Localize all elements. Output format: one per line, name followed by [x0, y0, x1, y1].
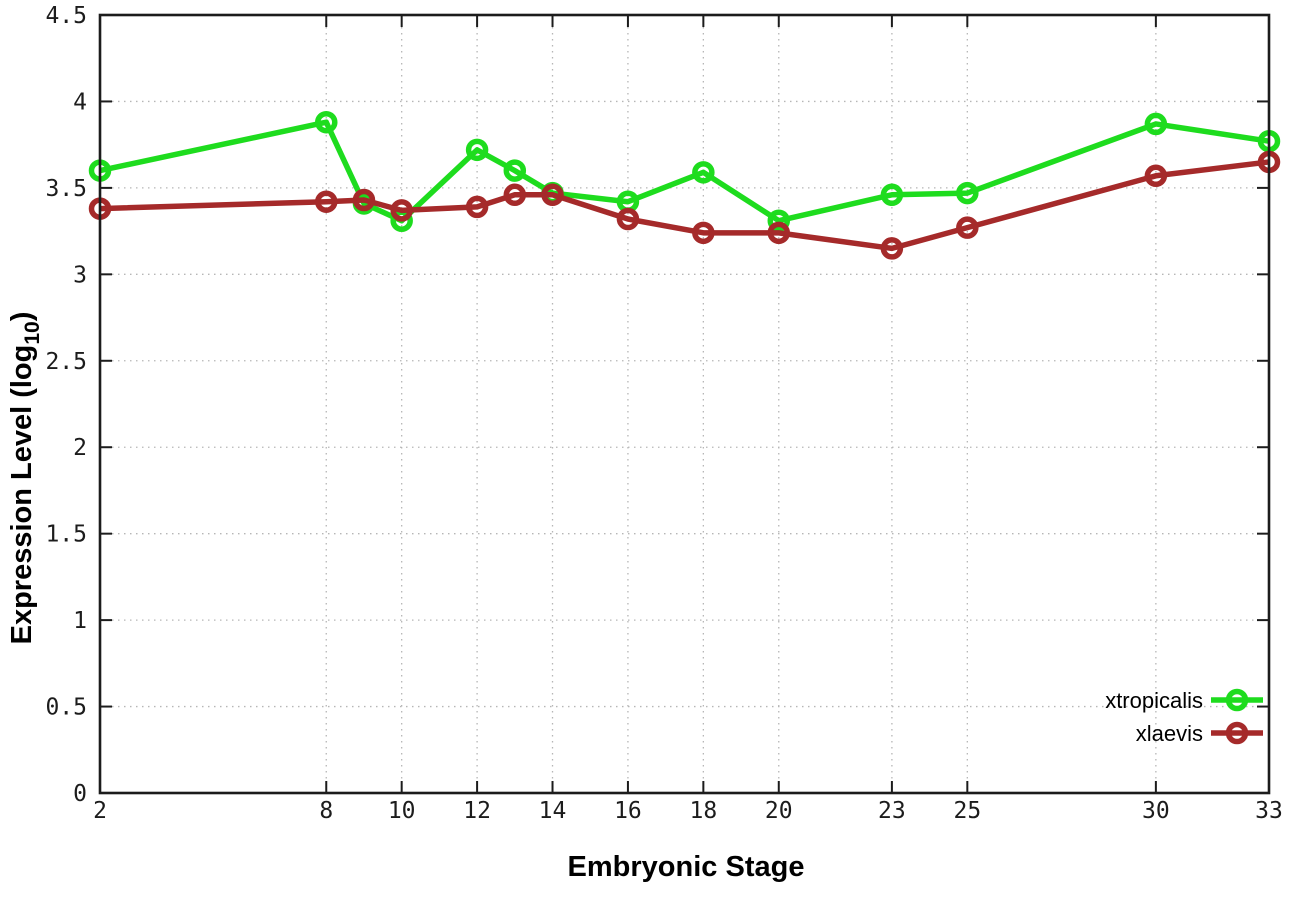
series-line-xlaevis [99, 159, 1270, 252]
x-tick-label: 25 [953, 798, 981, 824]
y-tick-label: 3.5 [45, 176, 87, 202]
legend-marker-xtropicalis [1225, 688, 1249, 712]
x-tick-label: 10 [388, 798, 416, 824]
legend-marker-xlaevis [1225, 721, 1249, 745]
data-point-xtropicalis-stage-30 [1144, 112, 1168, 136]
data-point-xlaevis-stage-9 [352, 188, 376, 212]
data-point-xlaevis-stage-16 [616, 207, 640, 231]
x-axis-title: Embryonic Stage [568, 851, 805, 883]
x-tick-label: 14 [539, 798, 567, 824]
legend: xtropicalis xlaevis [1105, 688, 1263, 746]
y-tick-label: 1 [73, 608, 87, 634]
x-tick-label: 18 [690, 798, 718, 824]
data-point-xlaevis-stage-10 [390, 199, 413, 222]
x-tick-label: 8 [319, 798, 333, 824]
x-tick-label: 33 [1255, 798, 1283, 824]
x-tick-label: 2 [93, 798, 107, 824]
x-tick-label: 16 [614, 798, 642, 824]
data-point-xtropicalis-stage-12 [465, 138, 489, 162]
axis-layer [98, 13, 1271, 795]
y-tick-label: 4.5 [45, 3, 87, 29]
data-point-xlaevis-stage-23 [880, 237, 904, 260]
data-point-xlaevis-stage-25 [956, 216, 979, 239]
data-point-xlaevis-stage-13 [503, 183, 527, 207]
data-point-xlaevis-stage-20 [767, 221, 791, 245]
data-point-xtropicalis-stage-20 [767, 209, 791, 232]
grid-layer [100, 15, 1269, 793]
y-tick-label: 4 [73, 89, 87, 115]
data-point-xtropicalis-stage-13 [503, 159, 527, 182]
x-tick-label: 23 [878, 798, 906, 824]
x-tick-label: 20 [765, 798, 793, 824]
data-point-xlaevis-stage-18 [692, 221, 715, 245]
y-axis-title-subscript: 10 [21, 321, 44, 344]
y-tick-label: 3 [73, 262, 87, 288]
x-tick-label: 30 [1142, 798, 1170, 824]
data-point-xlaevis-stage-8 [315, 190, 338, 213]
data-point-xtropicalis-stage-23 [880, 183, 904, 207]
data-point-xtropicalis-stage-8 [315, 110, 338, 134]
tick-label-layer: 2 8 10 12 14 16 18 20 23 25 30 33 0 0.5 1 1.5 2 2.5 3 3.5 4 4… [45, 3, 1282, 824]
legend-samples [1211, 688, 1263, 745]
data-point-xlaevis-stage-12 [465, 195, 489, 219]
y-tick-label: 0.5 [45, 695, 87, 721]
y-tick-label: 2.5 [45, 349, 87, 375]
x-tick-label: 12 [463, 798, 491, 824]
data-point-xtropicalis-stage-25 [956, 181, 979, 205]
plot-border [98, 13, 1271, 795]
y-tick-label: 1.5 [45, 522, 87, 548]
data-point-xlaevis-stage-14 [541, 183, 564, 207]
legend-label-xtropicalis: xtropicalis [1105, 688, 1203, 713]
series-layer [88, 110, 1281, 260]
y-tick-label: 2 [73, 435, 87, 461]
legend-label-xlaevis: xlaevis [1136, 721, 1203, 746]
y-tick-label: 0 [73, 781, 87, 807]
y-axis-title: Expression Level (log10) [6, 312, 44, 645]
data-point-xlaevis-stage-30 [1144, 164, 1168, 188]
data-point-xtropicalis-stage-18 [692, 161, 715, 184]
y-axis-title-main: Expression Level (log [6, 345, 38, 645]
y-axis-title-suffix: ) [6, 312, 38, 322]
